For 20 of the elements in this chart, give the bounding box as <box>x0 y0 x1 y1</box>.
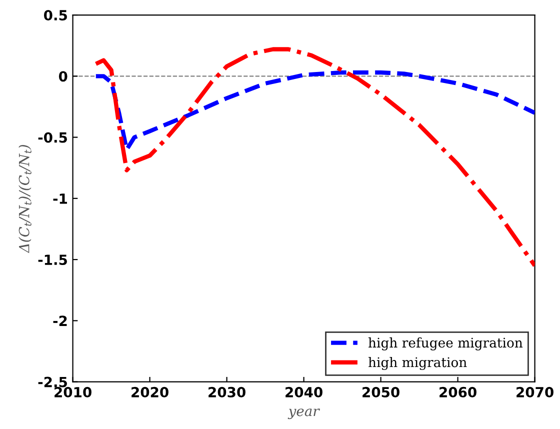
x-tick-label: 2060 <box>440 386 476 398</box>
x-axis-title: year <box>288 408 320 420</box>
line-series <box>94 70 535 152</box>
y-tick-label: -2 <box>53 316 67 326</box>
y-tick-label: -2.5 <box>38 376 67 388</box>
x-tick-label: 2030 <box>208 386 246 398</box>
x-tick-label: 2050 <box>362 386 400 398</box>
y-tick-label: -1 <box>53 194 67 204</box>
x-tick-label: 2020 <box>132 386 168 398</box>
legend-label: high refugee migration <box>368 337 523 350</box>
y-tick-label: 0.5 <box>44 10 67 20</box>
text: Δ(C$_{t}$/N$_{t}$)/(C$_{t}$/N$_{t}$) <box>18 144 32 254</box>
line-series <box>94 47 535 268</box>
legend-label: high migration <box>368 356 467 370</box>
y-tick-label: -1.5 <box>38 254 67 266</box>
y-tick-label: 0 <box>58 71 68 82</box>
x-tick-label: 2070 <box>516 386 554 398</box>
x-tick-label: 2010 <box>54 386 92 398</box>
x-tick-label: 2040 <box>286 386 322 398</box>
y-tick-label: -0.5 <box>38 132 67 143</box>
